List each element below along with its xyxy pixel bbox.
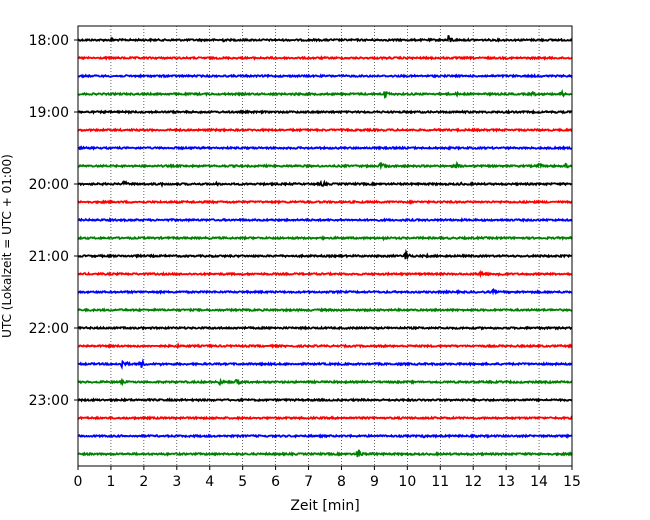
seismogram-trace-1830: [77, 73, 573, 79]
seismogram-trace-2015: [77, 199, 573, 205]
x-tick-label: 4: [205, 474, 214, 490]
seismogram-trace-2000: [77, 179, 573, 188]
y-tick-label: 23:00: [29, 393, 69, 409]
seismogram-trace-1930: [77, 145, 573, 151]
plot-frame: [77, 25, 573, 467]
seismogram-trace-1800: [77, 35, 573, 43]
x-tick-label: 15: [563, 474, 581, 490]
x-axis-label: Zeit [min]: [290, 498, 359, 514]
grid: [110, 26, 540, 466]
seismogram-trace-2315: [77, 415, 573, 421]
seismogram-trace-1845: [77, 88, 573, 99]
x-tick-label: 13: [497, 474, 515, 490]
seismogram-trace-1915: [77, 127, 573, 133]
seismogram-trace-2145: [78, 307, 572, 313]
seismogram-trace-2130: [77, 287, 573, 296]
x-tick-label: 12: [464, 474, 482, 490]
y-tick-label: 21:00: [29, 249, 69, 265]
seismogram-trace-1815: [78, 55, 573, 61]
x-tick-label: 5: [238, 474, 247, 490]
x-tick-label: 9: [370, 474, 379, 490]
y-tick-label: 22:00: [29, 321, 69, 337]
seismogram-trace-2215: [77, 342, 573, 350]
x-tick-label: 11: [431, 474, 449, 490]
seismogram-trace-2330: [77, 433, 573, 439]
seismogram-trace-1900: [77, 109, 573, 115]
x-tick-label: 0: [74, 474, 83, 490]
x-tick-label: 7: [304, 474, 313, 490]
x-tick-label: 10: [398, 474, 416, 490]
seismogram-trace-2300: [77, 397, 573, 403]
seismogram-trace-2200: [77, 325, 573, 331]
seismogram-trace-2115: [78, 269, 573, 279]
y-axis: 18:00 19:00 20:00 21:00 22:00 23:00: [29, 33, 78, 409]
y-axis-label: UTC (Lokalzeit = UTC + 01:00): [0, 154, 14, 338]
y-tick-label: 19:00: [29, 105, 69, 121]
seismogram-trace-1945: [77, 160, 572, 171]
x-axis: 0 1 2 3 4 5 6 7 8 9 10 11 12 13 14 15: [74, 466, 581, 490]
x-tick-label: 3: [172, 474, 181, 490]
y-tick-label: 20:00: [29, 177, 69, 193]
traces: [77, 35, 573, 458]
seismogram-trace-2045: [77, 234, 573, 242]
seismogram-trace-2230: [77, 358, 573, 371]
x-tick-label: 6: [271, 474, 280, 490]
x-tick-label: 2: [139, 474, 148, 490]
x-tick-label: 1: [106, 474, 115, 490]
x-tick-label: 14: [530, 474, 548, 490]
seismogram-trace-2030: [77, 216, 573, 223]
x-tick-label: 8: [337, 474, 346, 490]
seismogram-trace-2100: [77, 248, 573, 261]
y-tick-label: 18:00: [29, 33, 69, 49]
seismogram-trace-2245: [77, 377, 573, 387]
seismogram-trace-2345: [77, 449, 573, 458]
